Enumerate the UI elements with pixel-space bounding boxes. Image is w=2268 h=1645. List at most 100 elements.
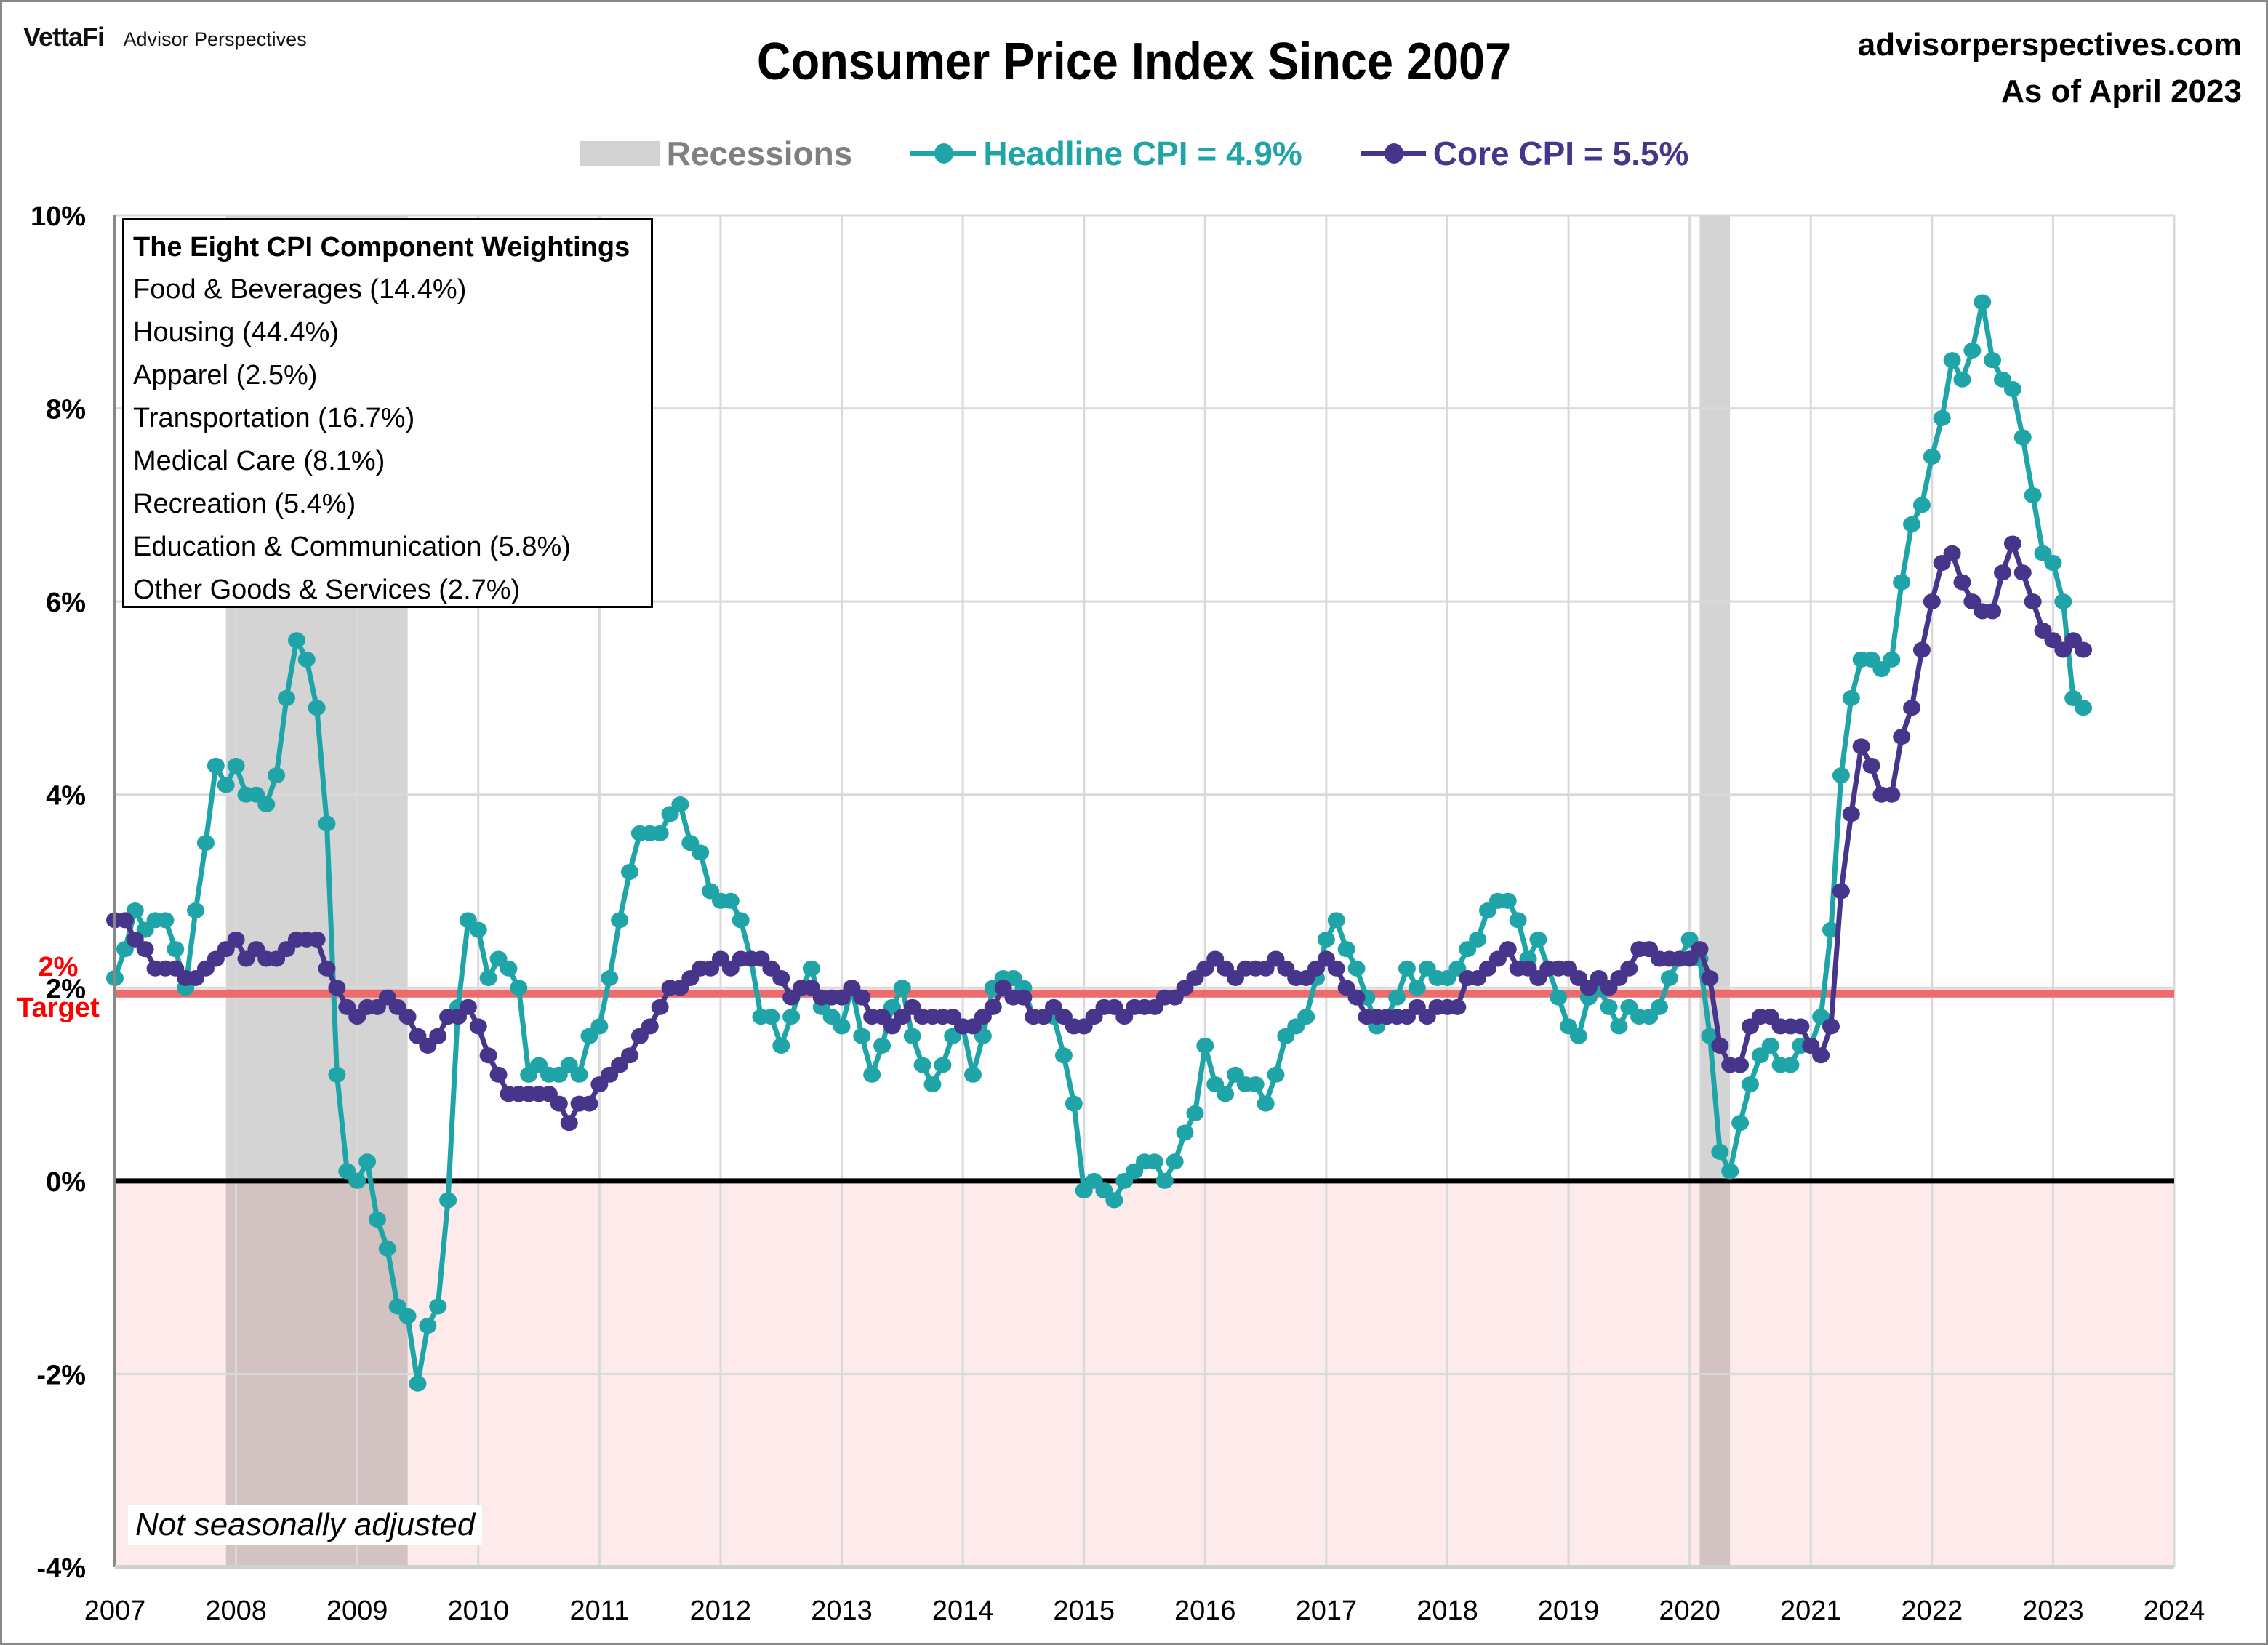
core-cpi-point: [621, 1047, 638, 1064]
headline-cpi-point: [1337, 941, 1355, 958]
weightings-title: The Eight CPI Component Weightings: [133, 232, 630, 263]
core-cpi-point: [2013, 564, 2032, 581]
core-cpi-point: [1943, 545, 1961, 561]
headline-cpi-point: [2003, 381, 2021, 398]
headline-cpi-point: [1529, 931, 1547, 948]
headline-cpi-point: [297, 651, 316, 668]
headline-cpi-point: [1610, 1018, 1628, 1035]
core-cpi-point: [1883, 786, 1901, 803]
headline-cpi-point: [278, 689, 295, 706]
headline-cpi-point: [1217, 1086, 1235, 1102]
headline-cpi-point: [1065, 1095, 1083, 1112]
x-tick-label: 2020: [1659, 1596, 1720, 1626]
headline-cpi-point: [1347, 960, 1366, 977]
headline-cpi-point: [217, 777, 235, 793]
chart-legend: Recessions Headline CPI = 4.9% Core CPI …: [0, 134, 2268, 173]
headline-cpi-point: [1176, 1124, 1194, 1141]
headline-cpi-point: [732, 912, 750, 929]
core-cpi-point: [1994, 564, 2011, 581]
y-tick-label: 6%: [46, 588, 86, 618]
core-cpi-point: [1832, 883, 1850, 900]
headline-cpi-point: [802, 960, 820, 977]
headline-cpi-point: [1912, 497, 1931, 513]
core-cpi-point: [772, 970, 790, 987]
headline-cpi-point: [570, 1066, 588, 1083]
x-tick-label: 2019: [1538, 1596, 1600, 1626]
headline-cpi-point: [1297, 1009, 1315, 1025]
headline-cpi-point: [1408, 980, 1426, 996]
headline-cpi-point: [1569, 1028, 1587, 1044]
x-tick-label: 2007: [84, 1596, 146, 1626]
headline-cpi-point: [1943, 352, 1961, 369]
core-cpi-point: [459, 998, 477, 1015]
headline-cpi-point: [1246, 1076, 1265, 1093]
core-cpi-point: [1812, 1047, 1830, 1064]
core-cpi-point: [560, 1115, 578, 1132]
headline-cpi-point: [167, 941, 185, 958]
core-cpi-point: [1701, 970, 1719, 987]
headline-cpi-point: [1832, 767, 1850, 784]
headline-cpi-point: [1388, 989, 1406, 1006]
headline-cpi-point: [429, 1298, 447, 1315]
headline-cpi-point: [1953, 371, 1971, 388]
headline-cpi-point: [196, 835, 215, 852]
headline-cpi-point: [1145, 1153, 1163, 1170]
target-label: 2% Target: [7, 947, 109, 1028]
headline-cpi-point: [873, 1037, 891, 1054]
x-tick-label: 2017: [1296, 1596, 1358, 1626]
headline-cpi-point: [318, 815, 336, 832]
headline-cpi-point: [2054, 593, 2072, 610]
headline-cpi-point: [1842, 689, 1860, 706]
headline-cpi-point: [1711, 1144, 1729, 1161]
headline-cpi-point: [308, 700, 326, 716]
headline-cpi-point: [913, 1057, 931, 1073]
core-cpi-point: [1620, 960, 1638, 977]
headline-cpi-point: [1963, 342, 1982, 359]
weighting-item: Medical Care (8.1%): [133, 446, 385, 476]
headline-cpi-point: [156, 912, 175, 929]
headline-cpi-point: [500, 960, 518, 977]
core-cpi-point: [580, 1095, 598, 1112]
headline-cpi-point: [1893, 574, 1911, 591]
headline-cpi-point: [2024, 487, 2042, 504]
headline-cpi-point: [772, 1037, 790, 1054]
headline-cpi-point: [268, 767, 286, 784]
headline-cpi-point: [187, 902, 205, 919]
core-cpi-point: [1984, 603, 2002, 620]
core-cpi-point: [308, 931, 326, 948]
x-tick-label: 2023: [2022, 1596, 2084, 1626]
headline-cpi-point: [1267, 1066, 1285, 1083]
headline-cpi-point: [692, 844, 710, 861]
core-cpi-point: [2003, 535, 2021, 552]
y-tick-label: -4%: [36, 1553, 86, 1584]
core-cpi-point: [641, 1018, 659, 1035]
core-cpi-point: [479, 1047, 497, 1064]
y-tick-label: 10%: [31, 201, 86, 232]
core-cpi-point: [1912, 641, 1931, 658]
headline-cpi-point: [1721, 1163, 1739, 1180]
headline-cpi-point: [1054, 1047, 1073, 1064]
x-tick-label: 2011: [569, 1596, 629, 1626]
core-cpi-point: [398, 1009, 417, 1025]
weighting-item: Education & Communication (5.8%): [133, 532, 571, 562]
weighting-item: Transportation (16.7%): [133, 403, 415, 433]
core-cpi-point: [1792, 1018, 1810, 1035]
core-cpi-point: [1852, 738, 1870, 755]
y-tick-label: 0%: [46, 1167, 86, 1198]
site-info: advisorperspectives.com As of April 2023: [1858, 22, 2242, 115]
core-cpi-point: [1822, 1018, 1840, 1035]
chart-title: Consumer Price Index Since 2007: [756, 33, 1512, 91]
core-cpi-point: [469, 1018, 487, 1035]
core-cpi-point: [550, 1095, 568, 1112]
headline-cpi-point: [893, 980, 911, 996]
x-tick-label: 2022: [1902, 1596, 1963, 1626]
weighting-item: Other Goods & Services (2.7%): [133, 575, 521, 605]
weightings-box: The Eight CPI Component Weightings Food …: [122, 218, 653, 608]
headline-cpi-point: [671, 796, 689, 812]
headline-cpi-point: [1105, 1192, 1123, 1209]
x-tick-label: 2014: [932, 1596, 994, 1626]
brand: VettaFi Advisor Perspectives: [23, 22, 307, 52]
headline-cpi-point: [1196, 1037, 1214, 1054]
headline-cpi-point: [358, 1153, 377, 1170]
headline-cpi-point: [1499, 892, 1517, 909]
